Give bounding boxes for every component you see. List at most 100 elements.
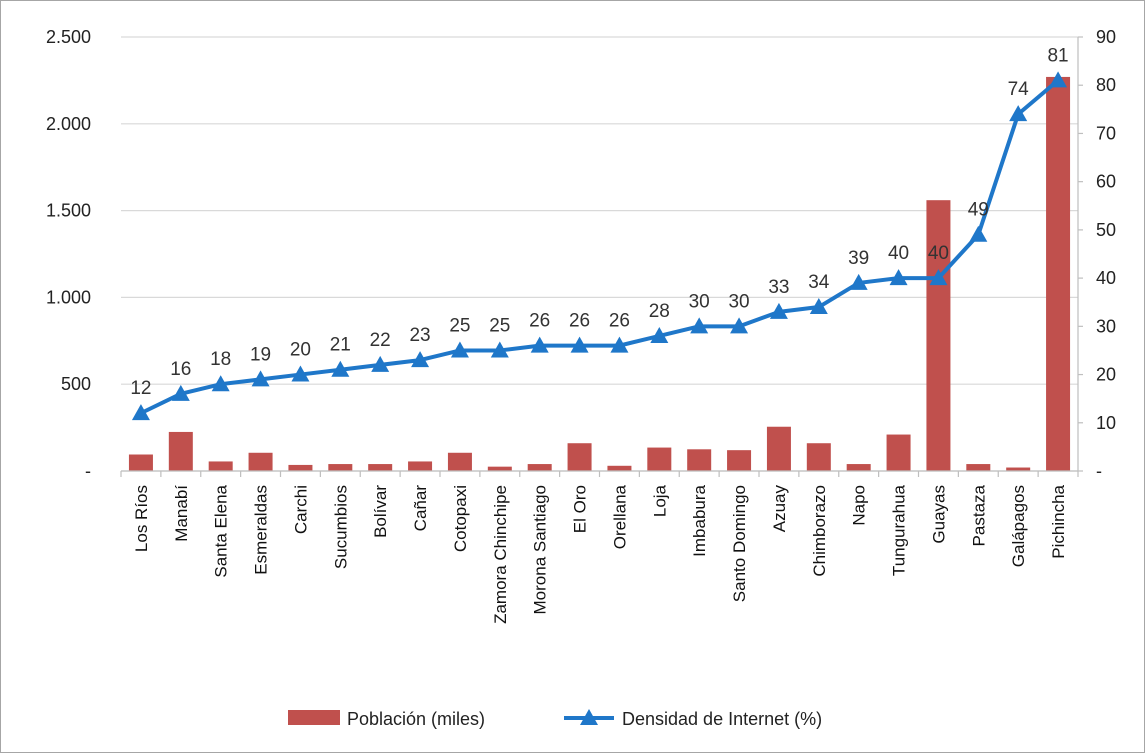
data-label-densidad: 25 xyxy=(449,315,470,336)
bar-poblacion xyxy=(408,461,433,471)
bar-poblacion xyxy=(766,426,791,471)
y-right-tick-label: - xyxy=(1096,461,1102,481)
data-label-densidad: 20 xyxy=(290,340,311,361)
y-right-tick-label: 30 xyxy=(1096,316,1116,336)
x-category-label: Santa Elena xyxy=(212,484,231,577)
bar-poblacion xyxy=(966,464,991,471)
bar-poblacion xyxy=(607,465,632,471)
y-right-tick-label: 60 xyxy=(1096,172,1116,192)
legend-label-poblacion: Población (miles) xyxy=(347,709,485,729)
x-category-label: Pastaza xyxy=(969,484,988,546)
marker-densidad xyxy=(1009,105,1028,122)
bar-poblacion xyxy=(527,464,552,471)
data-label-densidad: 22 xyxy=(370,330,391,351)
legend-swatch-poblacion xyxy=(288,710,340,725)
y-right-tick-label: 50 xyxy=(1096,220,1116,240)
bar-poblacion xyxy=(447,452,472,471)
marker-densidad xyxy=(211,375,230,392)
y-left-tick-label: 1.500 xyxy=(46,201,91,221)
data-label-densidad: 25 xyxy=(489,315,510,336)
data-label-densidad: 26 xyxy=(569,311,590,332)
bar-poblacion xyxy=(926,200,951,471)
marker-densidad xyxy=(730,317,749,334)
x-category-label: Morona Santiago xyxy=(531,485,550,614)
legend-label-densidad: Densidad de Internet (%) xyxy=(622,709,822,729)
marker-densidad xyxy=(769,302,788,319)
bar-poblacion xyxy=(727,450,752,471)
data-label-densidad: 40 xyxy=(928,243,949,264)
data-label-densidad: 26 xyxy=(529,311,550,332)
data-label-densidad: 16 xyxy=(170,359,191,380)
marker-densidad xyxy=(490,341,509,358)
x-category-label: Bolívar xyxy=(371,485,390,538)
x-category-label: Guayas xyxy=(929,485,948,544)
legend: Población (miles) Densidad de Internet (… xyxy=(288,709,822,729)
marker-densidad xyxy=(411,351,430,368)
bar-poblacion xyxy=(128,454,153,471)
x-category-label: Imbabura xyxy=(690,484,709,556)
bar-poblacion xyxy=(647,447,672,471)
y-left-tick-label: - xyxy=(85,461,91,481)
bar-poblacion xyxy=(288,464,313,471)
bar-poblacion xyxy=(687,449,712,471)
data-label-densidad: 28 xyxy=(649,301,670,322)
x-category-label: Pichincha xyxy=(1049,484,1068,558)
y-right-tick-label: 80 xyxy=(1096,75,1116,95)
marker-densidad xyxy=(171,384,190,401)
x-category-label: Loja xyxy=(650,484,669,517)
axes: - 500 1.000 1.500 2.000 2.500 - 10 20 30 40 50 60 70 8… xyxy=(46,27,1116,624)
x-category-label: Cañar xyxy=(411,485,430,532)
y-right-tick-label: 70 xyxy=(1096,123,1116,143)
legend-marker-densidad xyxy=(580,709,598,725)
bar-poblacion xyxy=(487,466,512,471)
marker-densidad xyxy=(450,341,469,358)
y-right-tick-label: 10 xyxy=(1096,413,1116,433)
y-right-tick-label: 20 xyxy=(1096,365,1116,385)
marker-densidad xyxy=(251,370,270,387)
marker-densidad xyxy=(570,336,589,353)
bar-poblacion xyxy=(886,434,911,471)
y-left-tick-label: 2.000 xyxy=(46,114,91,134)
data-label-densidad: 30 xyxy=(689,291,710,312)
x-category-label: Carchi xyxy=(291,485,310,534)
data-label-densidad: 26 xyxy=(609,311,630,332)
marker-densidad xyxy=(610,336,629,353)
marker-densidad xyxy=(809,298,828,315)
data-label-densidad: 81 xyxy=(1047,45,1068,66)
marker-densidad xyxy=(849,273,868,290)
marker-densidad xyxy=(371,355,390,372)
x-category-label: Sucumbios xyxy=(331,485,350,569)
marker-densidad xyxy=(929,269,948,286)
line-densidad-path xyxy=(140,78,1060,415)
bar-series-poblacion xyxy=(128,76,1071,471)
x-category-label: Napo xyxy=(850,485,869,526)
data-label-densidad: 12 xyxy=(130,378,151,399)
x-category-label: Tungurahua xyxy=(890,484,909,576)
x-category-label: Esmeraldas xyxy=(252,485,271,575)
x-category-label: Santo Domingo xyxy=(730,485,749,602)
data-label-densidad: 19 xyxy=(250,344,271,365)
x-category-label: Chimborazo xyxy=(810,485,829,577)
data-label-densidad: 30 xyxy=(728,291,749,312)
x-category-label: Galápagos xyxy=(1009,485,1028,567)
bar-poblacion xyxy=(208,461,233,471)
x-category-label: El Oro xyxy=(571,485,590,533)
marker-densidad xyxy=(530,336,549,353)
bar-poblacion xyxy=(806,443,831,471)
marker-densidad xyxy=(291,365,310,382)
x-category-label: Azuay xyxy=(770,485,789,533)
x-category-label: Zamora Chinchipe xyxy=(491,485,510,624)
marker-densidad xyxy=(650,326,669,343)
bar-poblacion xyxy=(567,443,592,471)
data-label-densidad: 49 xyxy=(968,200,989,221)
bar-poblacion xyxy=(1006,467,1031,471)
marker-densidad xyxy=(131,404,150,421)
data-label-densidad: 23 xyxy=(409,325,430,346)
line-series-densidad xyxy=(131,71,1068,421)
y-right-tick-label: 90 xyxy=(1096,27,1116,47)
x-category-label: Orellana xyxy=(610,484,629,549)
data-label-densidad: 39 xyxy=(848,248,869,269)
bar-poblacion xyxy=(328,464,353,471)
